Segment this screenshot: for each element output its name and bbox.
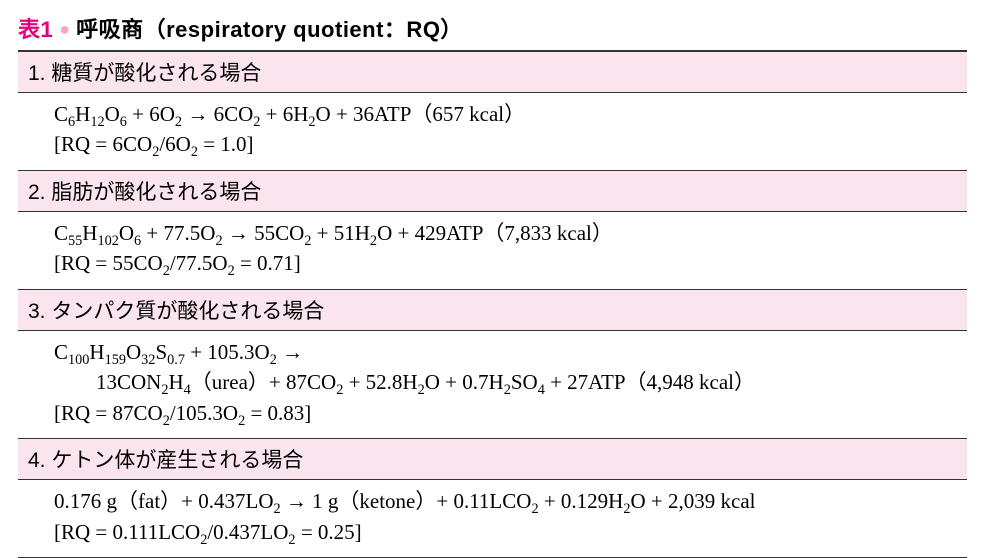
row-body-cell: C6H12O6 + 6O2 → 6CO2 + 6H2O + 36ATP（657 …	[18, 93, 967, 171]
row-body-1: C6H12O6 + 6O2 → 6CO2 + 6H2O + 36ATP（657 …	[18, 93, 967, 171]
row-header-text: 4. ケトン体が産生される場合	[18, 439, 967, 480]
table-container: 表1 ● 呼吸商（respiratory quotient：RQ） 1. 糖質が…	[0, 0, 985, 558]
equation: C6H12O6 + 6O2 → 6CO2 + 6H2O + 36ATP（657 …	[54, 102, 525, 126]
row-header-text: 1. 糖質が酸化される場合	[18, 51, 967, 93]
row-header-4: 4. ケトン体が産生される場合	[18, 439, 967, 480]
table-title: 呼吸商（respiratory quotient：RQ）	[76, 12, 463, 44]
row-header-2: 2. 脂肪が酸化される場合	[18, 170, 967, 211]
rq-line: [RQ = 0.111LCO2/0.437LO2 = 0.25]	[54, 520, 362, 544]
row-body-3: C100H159O32S0.7 + 105.3O2 →13CON2H4（urea…	[18, 330, 967, 438]
row-body-cell: C100H159O32S0.7 + 105.3O2 →13CON2H4（urea…	[18, 330, 967, 438]
rq-table: 1. 糖質が酸化される場合 C6H12O6 + 6O2 → 6CO2 + 6H2…	[18, 50, 967, 558]
rq-line: [RQ = 6CO2/6O2 = 1.0]	[54, 132, 254, 156]
rq-line: [RQ = 55CO2/77.5O2 = 0.71]	[54, 251, 301, 275]
row-header-3: 3. タンパク質が酸化される場合	[18, 289, 967, 330]
bullet-icon: ●	[59, 20, 70, 38]
row-body-2: C55H102O6 + 77.5O2 → 55CO2 + 51H2O + 429…	[18, 211, 967, 289]
row-body-4: 0.176 g（fat）+ 0.437LO2 → 1 g（ketone）+ 0.…	[18, 480, 967, 558]
equation: C100H159O32S0.7 + 105.3O2 →13CON2H4（urea…	[54, 340, 755, 394]
table-title-row: 表1 ● 呼吸商（respiratory quotient：RQ）	[18, 12, 967, 44]
rq-line: [RQ = 87CO2/105.3O2 = 0.83]	[54, 401, 311, 425]
row-header-text: 2. 脂肪が酸化される場合	[18, 170, 967, 211]
row-header-1: 1. 糖質が酸化される場合	[18, 51, 967, 93]
table-label: 表1	[18, 12, 53, 44]
equation: C55H102O6 + 77.5O2 → 55CO2 + 51H2O + 429…	[54, 221, 613, 245]
row-body-cell: C55H102O6 + 77.5O2 → 55CO2 + 51H2O + 429…	[18, 211, 967, 289]
row-body-cell: 0.176 g（fat）+ 0.437LO2 → 1 g（ketone）+ 0.…	[18, 480, 967, 558]
equation: 0.176 g（fat）+ 0.437LO2 → 1 g（ketone）+ 0.…	[54, 489, 755, 513]
row-header-text: 3. タンパク質が酸化される場合	[18, 289, 967, 330]
